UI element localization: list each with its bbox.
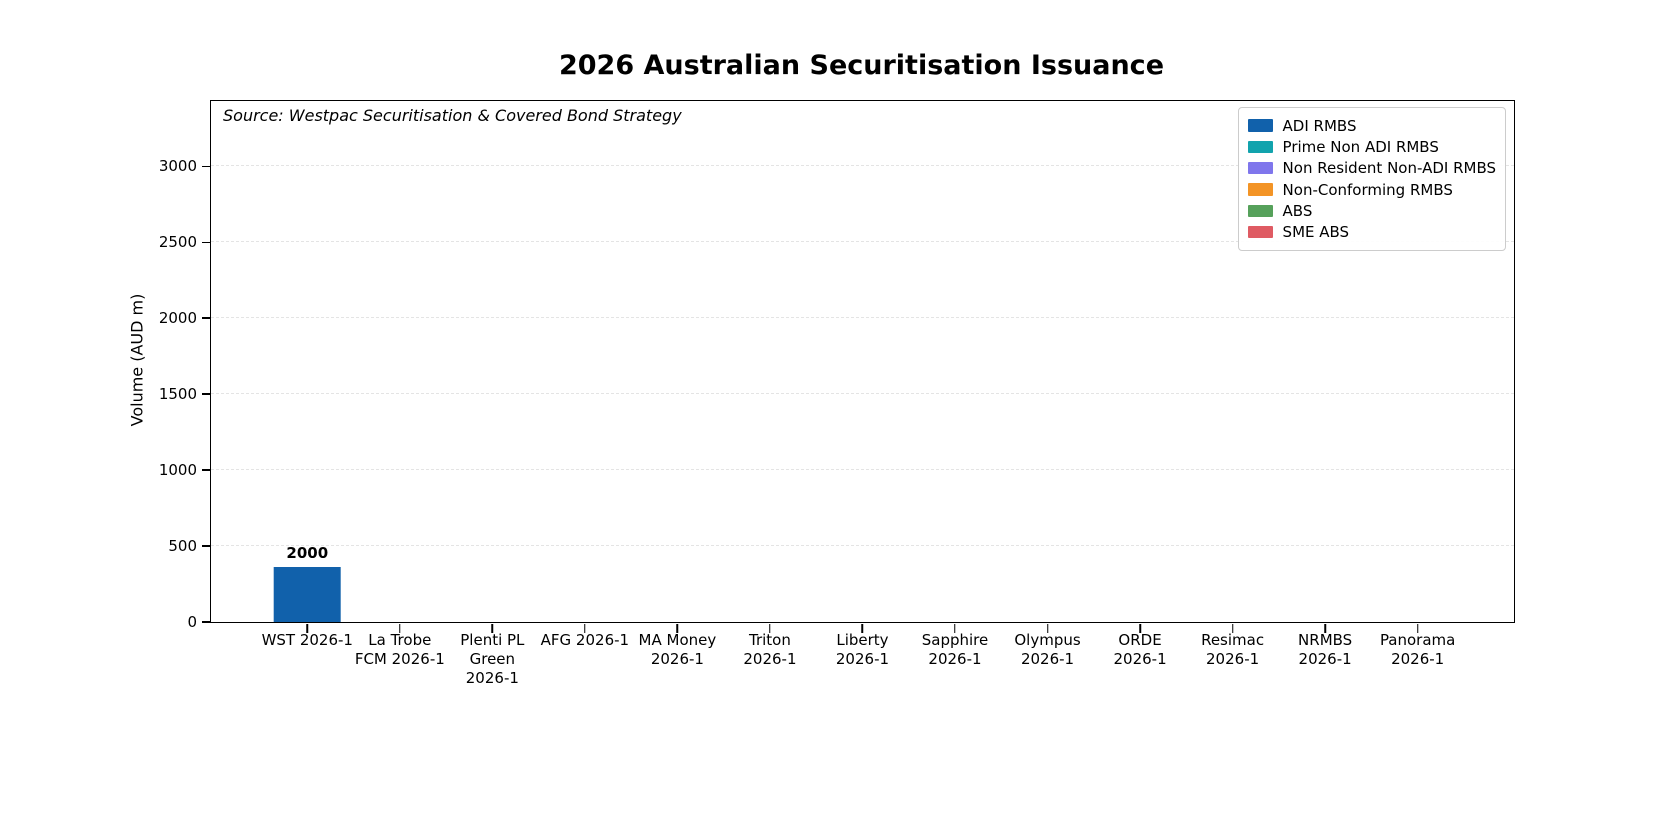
y-tick-label: 2500 — [158, 233, 197, 252]
y-axis-title: Volume (AUD m) — [127, 293, 147, 427]
category-slot: Panorama 2026-1 — [1371, 101, 1464, 668]
gridline — [211, 469, 1514, 471]
legend-row: ADI RMBS — [1247, 115, 1496, 136]
x-tick-label: Triton 2026-1 — [743, 631, 797, 668]
gridline — [211, 393, 1514, 395]
legend-row: SME ABS — [1247, 221, 1496, 242]
legend-swatch-icon — [1247, 161, 1273, 175]
bar-value-label: 2000 — [286, 544, 329, 563]
y-tick-mark — [202, 317, 211, 319]
legend-label: Non-Conforming RMBS — [1282, 180, 1453, 199]
legend-label: Non Resident Non-ADI RMBS — [1282, 159, 1496, 178]
bar — [273, 567, 341, 622]
y-tick-mark — [202, 241, 211, 244]
x-tick-label: Liberty 2026-1 — [835, 631, 890, 668]
y-tick-label: 0 — [187, 613, 197, 631]
x-tick-label: MA Money 2026-1 — [638, 631, 717, 668]
x-tick-label: AFG 2026-1 — [540, 631, 630, 649]
category-slot: Plenti PL Green 2026-1 — [446, 101, 539, 687]
legend-swatch-icon — [1247, 204, 1273, 218]
category-slots: WST 2026-1 2000 La Trobe FCM 2026-1 Plenti … — [211, 101, 1514, 687]
plot-area: WST 2026-1 2000 La Trobe FCM 2026-1 Plenti … — [159, 100, 1515, 687]
y-tick-label: 500 — [168, 537, 197, 556]
legend-row: ABS — [1247, 200, 1496, 221]
gridline — [211, 165, 1514, 167]
y-tick-mark — [202, 469, 211, 471]
category-slot: Sapphire 2026-1 — [909, 101, 1002, 668]
x-tick-mark — [1231, 623, 1234, 633]
legend-swatch-icon — [1247, 225, 1273, 239]
x-tick-mark — [1139, 623, 1141, 633]
x-tick-label: Sapphire 2026-1 — [921, 631, 989, 668]
category-slot: Resimac 2026-1 — [1186, 101, 1279, 668]
y-tick-mark — [202, 545, 211, 547]
y-tick-mark — [202, 621, 211, 623]
x-tick-label: NRMBS 2026-1 — [1298, 631, 1353, 668]
category-slot: AFG 2026-1 — [539, 101, 632, 649]
legend-swatch-icon — [1247, 119, 1273, 132]
x-tick-mark — [491, 623, 494, 633]
category-slot: WST 2026-1 2000 — [261, 101, 354, 649]
x-tick-label: ORDE 2026-1 — [1113, 631, 1167, 668]
legend-swatch-icon — [1247, 183, 1273, 196]
gridline — [211, 545, 1514, 547]
x-tick-label: La Trobe FCM 2026-1 — [354, 631, 445, 668]
source-note: Source: Westpac Securitisation & Covered… — [223, 106, 682, 125]
category-slot: Triton 2026-1 — [724, 101, 817, 668]
x-tick-mark — [1324, 623, 1326, 633]
y-tick-label: 1000 — [158, 461, 197, 480]
legend-label: ABS — [1282, 201, 1313, 220]
x-tick-label: WST 2026-1 — [261, 631, 353, 649]
category-slot: MA Money 2026-1 — [631, 101, 724, 668]
legend-label: ADI RMBS — [1282, 116, 1357, 135]
legend-row: Non-Conforming RMBS — [1247, 179, 1496, 200]
x-tick-mark — [676, 623, 679, 633]
x-tick-mark — [769, 623, 771, 633]
x-tick-mark — [1046, 623, 1049, 633]
y-tick-mark — [202, 393, 211, 395]
chart-title: 2026 Australian Securitisation Issuance — [558, 50, 1165, 81]
y-tick-label: 3000 — [158, 157, 197, 176]
category-slot: Liberty 2026-1 — [816, 101, 909, 668]
legend: ADI RMBS Prime Non ADI RMBS Non Resident N… — [1237, 107, 1506, 251]
category-slot: NRMBS 2026-1 — [1279, 101, 1372, 668]
y-tick-mark — [202, 165, 211, 168]
gridline — [211, 317, 1514, 319]
gridline — [211, 241, 1514, 243]
y-tick-label: 2000 — [158, 309, 197, 328]
category-slot: La Trobe FCM 2026-1 — [354, 101, 447, 668]
category-slot: ORDE 2026-1 — [1094, 101, 1187, 668]
x-tick-mark — [861, 623, 864, 633]
legend-row: Prime Non ADI RMBS — [1247, 136, 1496, 157]
legend-swatch-icon — [1247, 140, 1273, 154]
legend-label: SME ABS — [1282, 223, 1350, 242]
x-tick-mark — [1416, 623, 1419, 633]
x-tick-label: Resimac 2026-1 — [1201, 631, 1265, 668]
y-tick-label: 1500 — [158, 385, 197, 404]
x-tick-mark — [584, 623, 586, 633]
x-tick-label: Olympus 2026-1 — [1014, 631, 1081, 668]
x-tick-label: Plenti PL Green 2026-1 — [460, 631, 525, 687]
x-tick-mark — [399, 623, 401, 633]
category-slot: Olympus 2026-1 — [1001, 101, 1094, 668]
x-tick-mark — [306, 623, 309, 633]
legend-row: Non Resident Non-ADI RMBS — [1247, 158, 1496, 179]
x-tick-label: Panorama 2026-1 — [1379, 631, 1456, 668]
legend-label: Prime Non ADI RMBS — [1282, 137, 1439, 156]
x-tick-mark — [954, 623, 956, 633]
